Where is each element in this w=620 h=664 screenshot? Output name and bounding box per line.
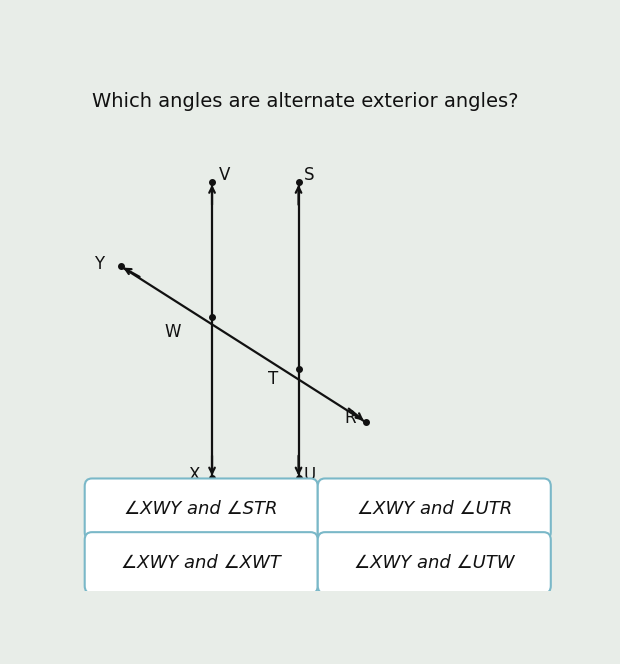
- Text: U: U: [303, 465, 316, 483]
- Text: Y: Y: [94, 255, 104, 273]
- Text: ∠XWY and ∠UTR: ∠XWY and ∠UTR: [356, 500, 512, 518]
- Text: T: T: [268, 370, 278, 388]
- FancyBboxPatch shape: [317, 479, 551, 540]
- Text: W: W: [164, 323, 181, 341]
- Text: Which angles are alternate exterior angles?: Which angles are alternate exterior angl…: [92, 92, 518, 112]
- Text: S: S: [304, 167, 315, 185]
- Text: ∠XWY and ∠XWT: ∠XWY and ∠XWT: [122, 554, 281, 572]
- FancyBboxPatch shape: [317, 532, 551, 594]
- FancyBboxPatch shape: [85, 479, 317, 540]
- Text: V: V: [219, 167, 231, 185]
- Text: ∠XWY and ∠UTW: ∠XWY and ∠UTW: [354, 554, 515, 572]
- FancyBboxPatch shape: [85, 532, 317, 594]
- Text: ∠XWY and ∠STR: ∠XWY and ∠STR: [125, 500, 278, 518]
- Text: X: X: [188, 465, 200, 483]
- Text: R: R: [344, 410, 356, 428]
